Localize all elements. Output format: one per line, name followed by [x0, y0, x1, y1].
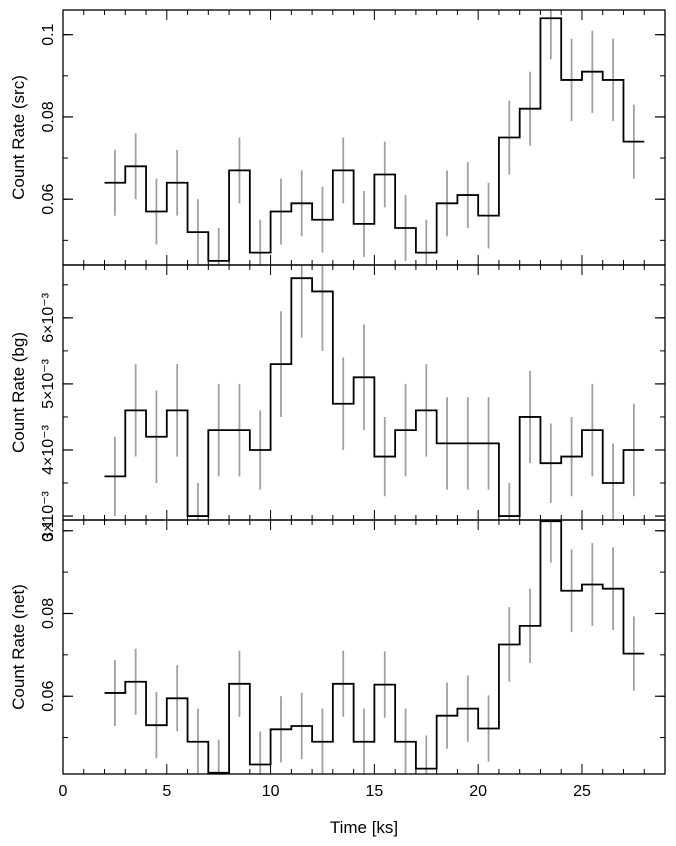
panel-bg: 3×10⁻³ 4×10⁻³ 5×10⁻³ 6×10⁻³ Count Rate (bg): [9, 264, 666, 541]
x-tick-label: 25: [573, 783, 591, 800]
x-tick-label: 15: [365, 783, 383, 800]
y-tick-label: 5×10⁻³: [40, 358, 57, 408]
y-tick-label: 0.06: [40, 681, 57, 712]
y-tick-label: 0.08: [40, 598, 57, 629]
panel-src: 0.06 0.08 0.1 Count Rate (src): [9, 9, 666, 266]
x-tick-label: 20: [469, 783, 487, 800]
data-bg: [104, 265, 645, 520]
y-tick-label: 0.1: [40, 520, 57, 542]
y-tick-label: 0.06: [40, 184, 57, 215]
step-line-src: [104, 17, 645, 262]
step-line-net: [104, 520, 645, 774]
data-net: [104, 520, 645, 774]
y-axis-label-bg: Count Rate (bg): [9, 332, 28, 453]
x-axis-label: Time [ks]: [330, 818, 398, 837]
x-tick-label: 0: [59, 783, 68, 800]
x-tick-label: 10: [262, 783, 280, 800]
y-tick-label: 4×10⁻³: [40, 424, 57, 474]
plot-frame-net: [62, 519, 666, 775]
y-tick-label: 0.1: [40, 23, 57, 45]
y-axis-label-net: Count Rate (net): [9, 584, 28, 710]
y-axis-label-src: Count Rate (src): [9, 75, 28, 200]
step-line-bg: [104, 277, 645, 517]
panel-net: 0.06 0.08 0.1 Count Rate (net) 0 5 10 15 20 25 Tim…: [9, 519, 666, 837]
y-tick-label: 0.08: [40, 101, 57, 132]
y-tick-label: 6×10⁻³: [40, 292, 57, 342]
x-tick-label: 5: [162, 783, 171, 800]
data-src: [104, 10, 645, 265]
y-tick-label: 3×10⁻³: [40, 490, 57, 540]
